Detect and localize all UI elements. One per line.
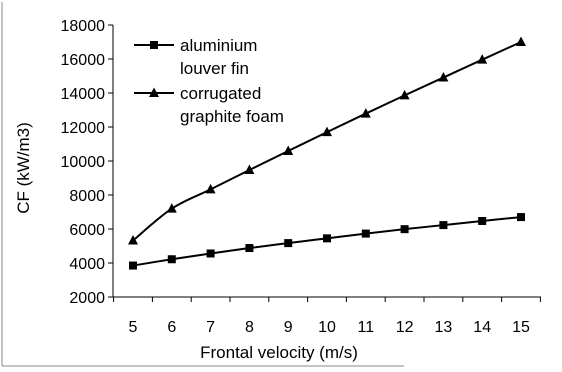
x-tick-label: 10 (318, 319, 336, 336)
legend-item-1: aluminium louver fin (134, 36, 257, 78)
chart-frame (1, 2, 404, 367)
y-tick-label: 12000 (61, 120, 106, 137)
series-group (128, 36, 526, 270)
y-tick-label: 2000 (69, 290, 105, 307)
y-tick-label: 4000 (69, 256, 105, 273)
x-tick-label: 6 (167, 319, 176, 336)
data-point-square (284, 239, 293, 248)
legend-item-2: corrugated graphite foam (134, 84, 284, 126)
data-point-triangle (360, 108, 371, 118)
y-tick-label: 14000 (61, 86, 106, 103)
y-tick-label: 8000 (69, 188, 105, 205)
data-point-triangle (244, 164, 255, 175)
data-point-triangle (128, 235, 138, 245)
series-1 (129, 213, 525, 270)
data-point-square (129, 261, 137, 270)
data-point-triangle (205, 183, 216, 194)
axes: 2000 4000 6000 8000 10000 12000 14000 16000 1800… (61, 18, 541, 336)
x-tick-label: 5 (129, 319, 138, 336)
data-point-triangle (283, 145, 294, 155)
x-tick-label: 13 (435, 319, 453, 336)
data-point-triangle (166, 203, 177, 213)
data-point-square (323, 234, 331, 243)
x-tick-label: 14 (473, 319, 491, 336)
legend-label: aluminium (180, 36, 257, 55)
data-point-square (517, 213, 525, 222)
x-tick-label: 12 (396, 319, 414, 336)
x-tick-label: 9 (284, 319, 293, 336)
legend: aluminium louver fin corrugated graphite fo… (134, 36, 284, 126)
data-point-square (245, 244, 254, 253)
y-tick-label: 10000 (61, 154, 106, 171)
data-point-triangle (438, 72, 449, 82)
data-point-triangle (399, 89, 410, 100)
data-point-triangle (322, 126, 332, 137)
x-tick-label: 15 (512, 319, 530, 336)
legend-label: corrugated (180, 84, 261, 103)
y-tick-label: 18000 (61, 18, 106, 35)
legend-label: louver fin (180, 59, 249, 78)
series-2 (128, 36, 526, 245)
x-axis-label: Frontal velocity (m/s) (200, 343, 358, 362)
data-point-square (400, 225, 409, 234)
x-tick-label: 8 (245, 319, 254, 336)
legend-label: graphite foam (180, 107, 284, 126)
data-point-square (361, 229, 370, 238)
data-point-square (206, 249, 215, 258)
data-point-square (167, 255, 176, 264)
y-tick-label: 16000 (61, 52, 106, 69)
y-tick-label: 6000 (69, 222, 105, 239)
x-tick-label: 11 (357, 319, 374, 336)
legend-marker-triangle (149, 87, 159, 97)
data-point-square (478, 217, 487, 226)
y-axis-label: CF (kW/m3) (14, 122, 33, 214)
legend-marker-square (150, 41, 158, 49)
data-point-triangle (477, 54, 488, 64)
data-point-square (439, 221, 448, 230)
data-point-triangle (516, 36, 526, 46)
x-tick-label: 7 (206, 319, 215, 336)
